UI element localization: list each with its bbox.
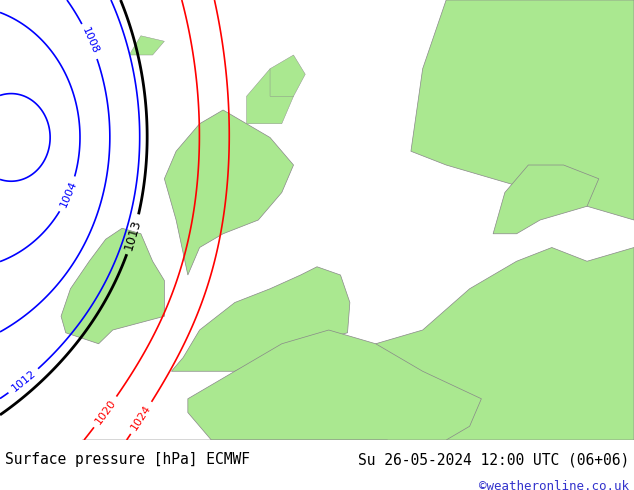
Text: Surface pressure [hPa] ECMWF: Surface pressure [hPa] ECMWF: [5, 452, 250, 467]
Polygon shape: [493, 165, 598, 234]
Text: 1004: 1004: [58, 179, 79, 209]
Polygon shape: [61, 228, 164, 344]
Polygon shape: [129, 36, 164, 55]
Text: 1024: 1024: [129, 403, 153, 433]
Polygon shape: [82, 440, 387, 490]
Polygon shape: [376, 247, 634, 440]
Polygon shape: [247, 69, 294, 124]
Text: 1013: 1013: [122, 218, 144, 251]
Polygon shape: [270, 55, 305, 96]
Polygon shape: [164, 110, 294, 275]
Text: Su 26-05-2024 12:00 UTC (06+06): Su 26-05-2024 12:00 UTC (06+06): [358, 452, 629, 467]
Text: 1008: 1008: [80, 26, 100, 56]
Polygon shape: [188, 330, 481, 440]
Text: 1012: 1012: [10, 368, 37, 394]
Text: 1020: 1020: [93, 398, 118, 426]
Polygon shape: [411, 0, 634, 220]
Text: ©weatheronline.co.uk: ©weatheronline.co.uk: [479, 480, 629, 490]
Polygon shape: [171, 267, 350, 371]
